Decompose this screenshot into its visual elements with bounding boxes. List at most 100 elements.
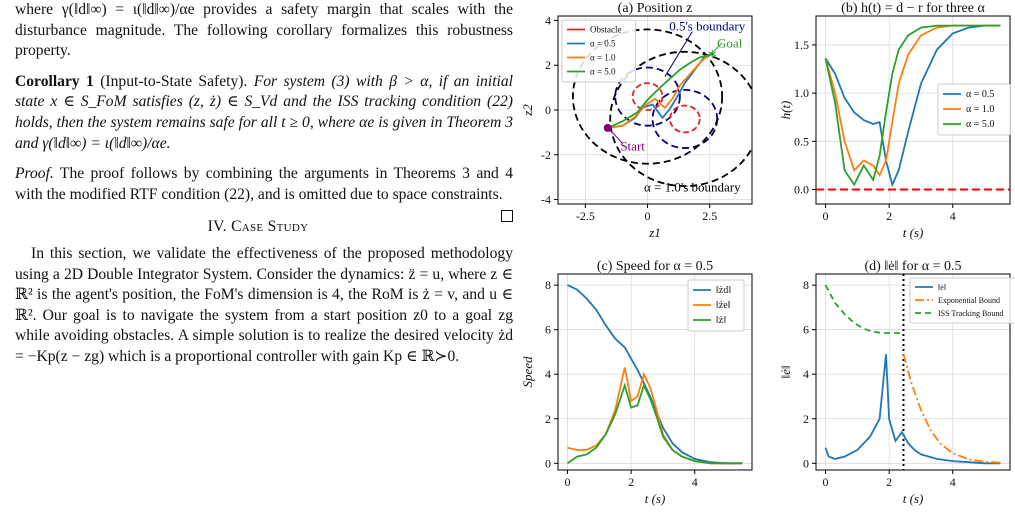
y-tick-label: 0 bbox=[545, 456, 551, 470]
y-tick-label: 4 bbox=[545, 13, 551, 27]
series-line bbox=[902, 353, 1001, 464]
panel-title: (d) ‖ė‖ for α = 0.5 bbox=[865, 259, 962, 274]
axes-frame bbox=[815, 273, 1011, 471]
x-tick-label: -2.5 bbox=[576, 209, 595, 223]
annotation-arrow bbox=[664, 31, 693, 77]
boundary-circle bbox=[572, 28, 724, 165]
legend-label: ‖żd‖ bbox=[716, 285, 731, 296]
legend-label: α = 1.0 bbox=[966, 104, 994, 115]
legend-label: α = 5.0 bbox=[966, 119, 994, 130]
x-tick-label: 0 bbox=[645, 209, 651, 223]
annotation-goal: Goal bbox=[717, 35, 743, 50]
y-tick-label: 0.5 bbox=[794, 134, 809, 148]
x-tick-label: 4 bbox=[692, 475, 698, 489]
legend-label: ‖że‖ bbox=[716, 300, 731, 311]
y-tick-label: 1.0 bbox=[794, 86, 809, 100]
y-axis-label: h(t) bbox=[778, 101, 793, 120]
y-tick-label: 1.5 bbox=[794, 38, 809, 52]
y-tick-label: -4 bbox=[541, 193, 551, 207]
trajectory-line bbox=[607, 53, 713, 129]
annotation-start: Start bbox=[620, 138, 645, 153]
proof: Proof. The proof follows by combining th… bbox=[15, 164, 513, 223]
annotation-arrow bbox=[713, 42, 723, 53]
x-tick-label: 0 bbox=[565, 475, 571, 489]
y-tick-label: 2 bbox=[803, 412, 809, 426]
y-tick-label: 8 bbox=[803, 278, 809, 292]
legend-label: ISS Tracking Bound bbox=[938, 309, 1003, 318]
start-marker bbox=[603, 123, 612, 132]
x-tick-label: 0 bbox=[823, 475, 829, 489]
text-column: where γ(‖d‖∞) = ι(‖d‖∞)/αe provides a sa… bbox=[15, 0, 513, 368]
qed-symbol bbox=[501, 210, 513, 223]
x-axis-label: z1 bbox=[648, 225, 661, 240]
legend-box bbox=[937, 83, 1011, 136]
y-axis-label: ‖ė‖ bbox=[778, 365, 793, 378]
chart-speed: 0 2 4 0 2 4 6 8 (c) Speed for α = 0.5 t (s) Speed ‖… bbox=[520, 259, 753, 506]
axes-frame bbox=[557, 273, 753, 471]
y-tick-label: 8 bbox=[545, 278, 551, 292]
legend-box bbox=[909, 277, 1015, 324]
x-tick-label: 2 bbox=[628, 475, 634, 489]
boundary-circle bbox=[614, 66, 681, 127]
y-axis-label: Speed bbox=[522, 356, 535, 388]
panel-title: (a) Position z bbox=[618, 1, 693, 16]
y-tick-label: 4 bbox=[803, 367, 809, 381]
x-tick-label: 4 bbox=[950, 475, 956, 489]
proof-body: The proof follows by combining the argum… bbox=[15, 165, 513, 203]
legend-box bbox=[561, 19, 637, 83]
corollary-body: For system (3) with β > α, if an initial… bbox=[15, 72, 513, 152]
paragraph-case-study: In this section, we validate the effecti… bbox=[15, 244, 513, 368]
y-tick-label: 2 bbox=[545, 58, 551, 72]
figure-svg: -2.5 0 2.5 -4 -2 0 2 4 (a) Position z z1 z2 ✶ 0.5's … bbox=[520, 1, 1015, 506]
panel-title: (b) h(t) = d − r for three α bbox=[841, 1, 985, 16]
x-tick-label: 2 bbox=[886, 209, 892, 223]
chart-position: -2.5 0 2.5 -4 -2 0 2 4 (a) Position z z1 z2 ✶ 0.5's … bbox=[520, 1, 753, 240]
legend-box bbox=[687, 279, 745, 332]
x-tick-label: 0 bbox=[823, 209, 829, 223]
series-line bbox=[824, 24, 1001, 187]
y-tick-label: 2 bbox=[545, 412, 551, 426]
y-tick-label: 0.0 bbox=[794, 183, 809, 197]
x-tick-label: 2.5 bbox=[702, 209, 717, 223]
chart-h: 0 2 4 0.0 0.5 1.0 1.5 (b) h(t) = d − r for thre… bbox=[778, 1, 1011, 240]
legend-label: ‖ė‖ bbox=[938, 283, 946, 292]
legend-label: α = 0.5 bbox=[590, 39, 616, 49]
corollary: Corollary 1 (Input-to-State Safety). For… bbox=[15, 72, 513, 154]
goal-marker: ✶ bbox=[706, 48, 718, 63]
trajectory-line bbox=[607, 53, 713, 129]
proof-label: Proof. bbox=[15, 165, 54, 183]
y-tick-label: 6 bbox=[803, 323, 809, 337]
x-tick-label: 2 bbox=[886, 475, 892, 489]
obstacle-circle bbox=[631, 82, 664, 111]
x-axis-label: t (s) bbox=[645, 491, 666, 506]
x-tick-label: 4 bbox=[950, 209, 956, 223]
paragraph-text: In this section, we validate the effecti… bbox=[15, 244, 513, 365]
y-tick-label: 6 bbox=[545, 323, 551, 337]
legend-label: α = 1.0 bbox=[590, 53, 616, 63]
legend-label: ‖ż‖ bbox=[716, 315, 726, 326]
series-line bbox=[824, 284, 904, 334]
legend-label: Obstacle bbox=[590, 25, 622, 35]
x-axis-label: t (s) bbox=[903, 225, 924, 240]
legend-label: Exponential Bound bbox=[938, 296, 1000, 305]
plot-area: ✶ bbox=[572, 28, 752, 187]
panel-title: (c) Speed for α = 0.5 bbox=[597, 259, 713, 274]
chart-error: 0 2 4 0 2 4 6 8 (d) ‖ė‖ for α = 0.5 t (s) ‖ė‖ ‖ė‖ Ex… bbox=[778, 259, 1015, 506]
section-heading: IV. Case Study bbox=[207, 218, 309, 236]
annotation-boundary-10: α = 1.0's boundary bbox=[644, 180, 741, 195]
annotation-arrow bbox=[609, 129, 624, 144]
paragraph-text: where γ(‖d‖∞) = ι(‖d‖∞)/αe provides a sa… bbox=[15, 1, 513, 60]
series-line bbox=[566, 382, 743, 465]
series-line bbox=[824, 354, 1001, 465]
y-tick-label: 4 bbox=[545, 367, 551, 381]
annotation-boundary-05: 0.5's boundary bbox=[669, 19, 746, 34]
legend-label: α = 5.0 bbox=[590, 67, 616, 77]
y-tick-label: -2 bbox=[541, 148, 551, 162]
boundary-circle bbox=[609, 50, 752, 187]
paragraph-safety-margin: where γ(‖d‖∞) = ι(‖d‖∞)/αe provides a sa… bbox=[15, 0, 513, 62]
legend-label: α = 0.5 bbox=[966, 89, 994, 100]
obstacle-circle bbox=[669, 104, 701, 134]
x-axis-label: t (s) bbox=[903, 491, 924, 506]
corollary-name: (Input-to-State Safety). bbox=[100, 72, 248, 90]
figure: -2.5 0 2.5 -4 -2 0 2 4 (a) Position z z1 z2 ✶ 0.5's … bbox=[520, 0, 1015, 524]
